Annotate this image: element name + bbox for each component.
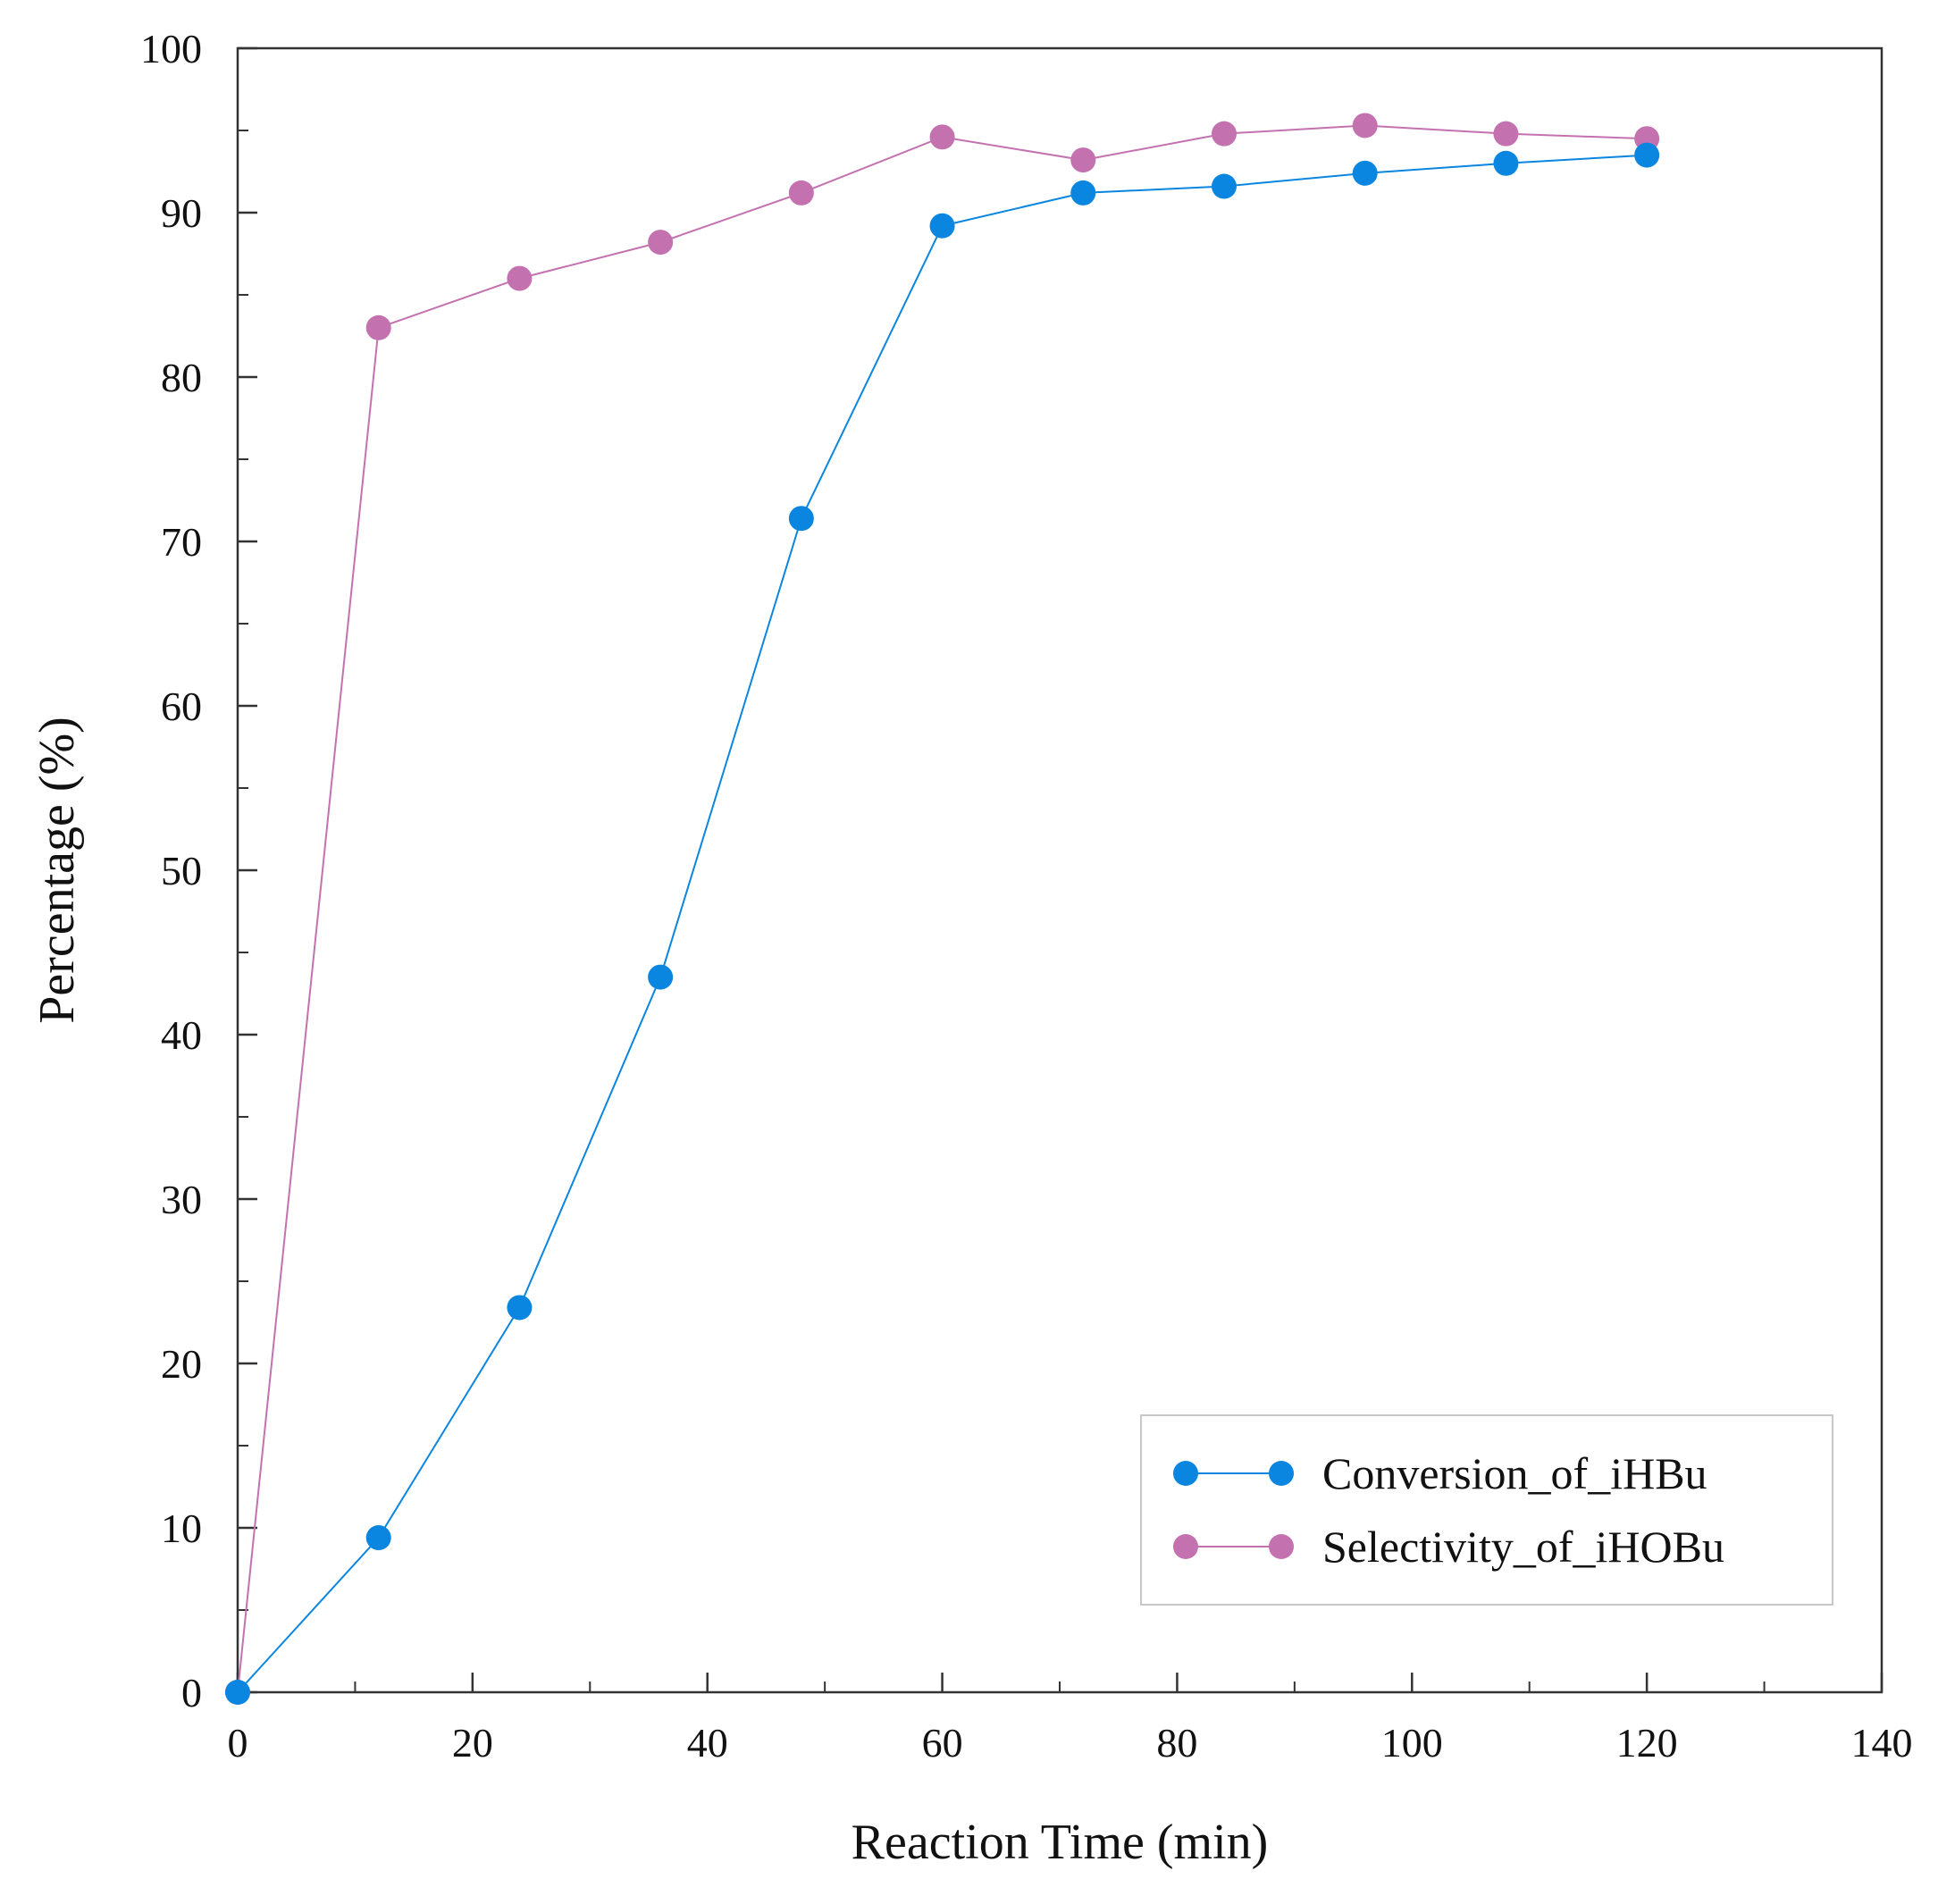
data-point — [648, 964, 674, 990]
y-tick-label: 70 — [161, 519, 202, 565]
x-tick-label: 100 — [1381, 1720, 1443, 1766]
y-tick-label: 30 — [161, 1177, 202, 1222]
data-point — [1070, 180, 1096, 205]
legend-marker-conversion — [1269, 1461, 1294, 1486]
data-point — [648, 230, 674, 256]
data-point — [788, 506, 814, 532]
legend: Conversion_of_iHBu Selectivity_of_iHOBu — [1140, 1414, 1833, 1606]
y-tick-label: 0 — [181, 1670, 202, 1715]
legend-label-conversion: Conversion_of_iHBu — [1322, 1448, 1707, 1498]
x-axis-title: Reaction Time (min) — [852, 1815, 1269, 1870]
y-tick-label: 20 — [161, 1341, 202, 1387]
axis-ticks: 0 20 40 60 80 100 120 140 0 10 20 30 40 50 60 70 80 90 100 — [140, 26, 1913, 1766]
data-point — [1493, 150, 1519, 176]
data-point — [365, 315, 391, 340]
legend-marker-selectivity — [1269, 1534, 1294, 1559]
y-axis-title: Percentage (%) — [29, 717, 85, 1024]
data-point — [365, 1525, 391, 1551]
x-tick-label: 0 — [228, 1720, 248, 1766]
data-point — [788, 180, 814, 205]
data-point — [1352, 113, 1378, 138]
legend-label-selectivity: Selectivity_of_iHOBu — [1322, 1522, 1724, 1572]
y-tick-label: 50 — [161, 848, 202, 893]
series-1 — [225, 113, 1660, 1705]
x-tick-label: 60 — [922, 1720, 963, 1766]
x-tick-label: 80 — [1156, 1720, 1197, 1766]
data-point — [1212, 121, 1237, 147]
y-tick-label: 100 — [140, 26, 202, 71]
series-layer — [225, 113, 1660, 1705]
data-point — [1070, 147, 1096, 173]
y-tick-label: 90 — [161, 190, 202, 236]
legend-box — [1140, 1414, 1833, 1606]
data-point — [225, 1680, 250, 1705]
data-point — [1352, 160, 1378, 186]
data-point — [507, 1295, 533, 1321]
x-tick-label: 120 — [1616, 1720, 1678, 1766]
x-tick-label: 40 — [687, 1720, 728, 1766]
y-tick-label: 10 — [161, 1506, 202, 1551]
y-tick-label: 80 — [161, 355, 202, 400]
x-tick-label: 20 — [452, 1720, 493, 1766]
y-tick-label: 40 — [161, 1012, 202, 1058]
data-point — [507, 265, 533, 291]
data-point — [929, 213, 955, 239]
legend-marker-selectivity — [1173, 1534, 1198, 1559]
x-tick-label: 140 — [1851, 1720, 1913, 1766]
y-tick-label: 60 — [161, 684, 202, 729]
series-0 — [225, 142, 1660, 1705]
data-point — [1493, 121, 1519, 147]
data-point — [1212, 173, 1237, 199]
legend-marker-conversion — [1173, 1461, 1198, 1486]
data-point — [929, 124, 955, 150]
data-point — [1634, 142, 1660, 168]
